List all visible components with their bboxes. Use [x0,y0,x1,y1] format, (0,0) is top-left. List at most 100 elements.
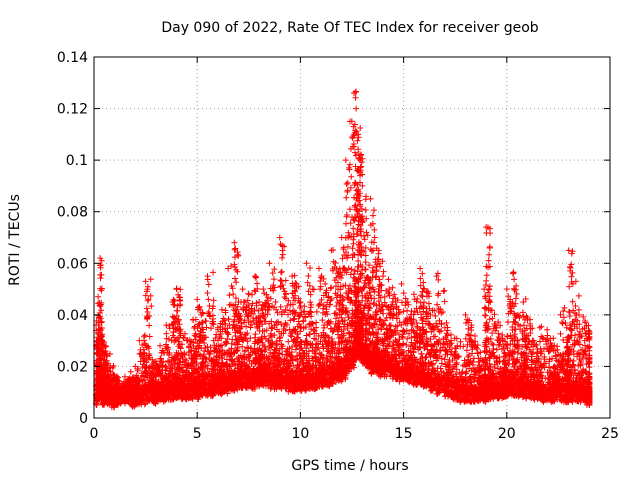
data-point [230,291,237,298]
data-point [176,321,183,328]
data-point [136,378,143,385]
data-point [163,322,170,329]
data-point [165,346,172,353]
data-point [328,284,335,291]
data-point [101,365,108,372]
data-point [97,285,104,292]
data-point [102,342,109,349]
data-point [121,373,128,380]
data-point [297,324,304,331]
data-point [306,331,313,338]
data-point [116,380,123,387]
data-point [144,283,151,290]
data-point [170,381,177,388]
data-point [315,265,322,272]
data-point [322,280,329,287]
data-point [148,377,155,384]
data-point [271,266,278,273]
data-point [136,351,143,358]
data-point [313,308,320,315]
data-point [137,346,144,353]
data-point [163,364,170,371]
data-point [144,297,151,304]
data-point [170,396,177,403]
data-point [310,286,317,293]
data-point [144,315,151,322]
data-point [169,321,176,328]
data-point [160,358,167,365]
data-point [163,395,170,402]
data-point [144,374,151,381]
data-point [166,322,173,329]
data-point [277,269,284,276]
data-point [210,297,217,304]
data-point [145,296,152,303]
data-point [303,260,310,267]
data-point [163,330,170,337]
data-point [345,164,352,171]
data-point [178,379,185,386]
data-point [226,292,233,299]
data-point [272,298,279,305]
data-point [110,371,117,378]
data-point [146,322,153,329]
data-point [173,312,180,319]
data-point [148,303,155,310]
data-point [132,376,139,383]
data-point [143,359,150,366]
data-point [344,188,351,195]
data-point [105,360,112,367]
data-point [166,349,173,356]
data-point [199,310,206,317]
data-point [245,291,252,298]
data-point [108,394,115,401]
data-point [174,387,181,394]
data-point [175,350,182,357]
data-point [98,319,105,326]
data-point [140,358,147,365]
data-point [136,384,143,391]
data-point [351,267,358,274]
data-point [344,179,351,186]
data-point [232,275,239,282]
data-point [279,254,286,261]
data-point [104,352,111,359]
data-point [142,278,149,285]
data-point [180,335,187,342]
data-point [260,286,267,293]
data-point [171,354,178,361]
data-point [270,276,277,283]
data-point [114,374,121,381]
data-point [122,390,129,397]
data-point [172,337,179,344]
data-point [165,359,172,366]
data-point [143,288,150,295]
data-point [98,299,105,306]
data-point [157,355,164,362]
data-point [179,358,186,365]
data-point [175,365,182,372]
data-point [303,332,310,339]
data-point [162,367,169,374]
data-point [150,372,157,379]
data-point [166,368,173,375]
data-point [205,296,212,303]
data-point [353,105,360,112]
data-point [109,371,116,378]
data-point [183,337,190,344]
data-point [97,332,104,339]
data-point [352,149,359,156]
data-point [129,402,136,409]
data-point [178,384,185,391]
data-point [141,332,148,339]
data-point [269,270,276,277]
data-point [100,365,107,372]
data-point [231,239,238,246]
data-point [208,325,215,332]
data-point [97,303,104,310]
data-point [233,279,240,286]
data-point [194,296,201,303]
data-point [163,335,170,342]
data-point [179,352,186,359]
